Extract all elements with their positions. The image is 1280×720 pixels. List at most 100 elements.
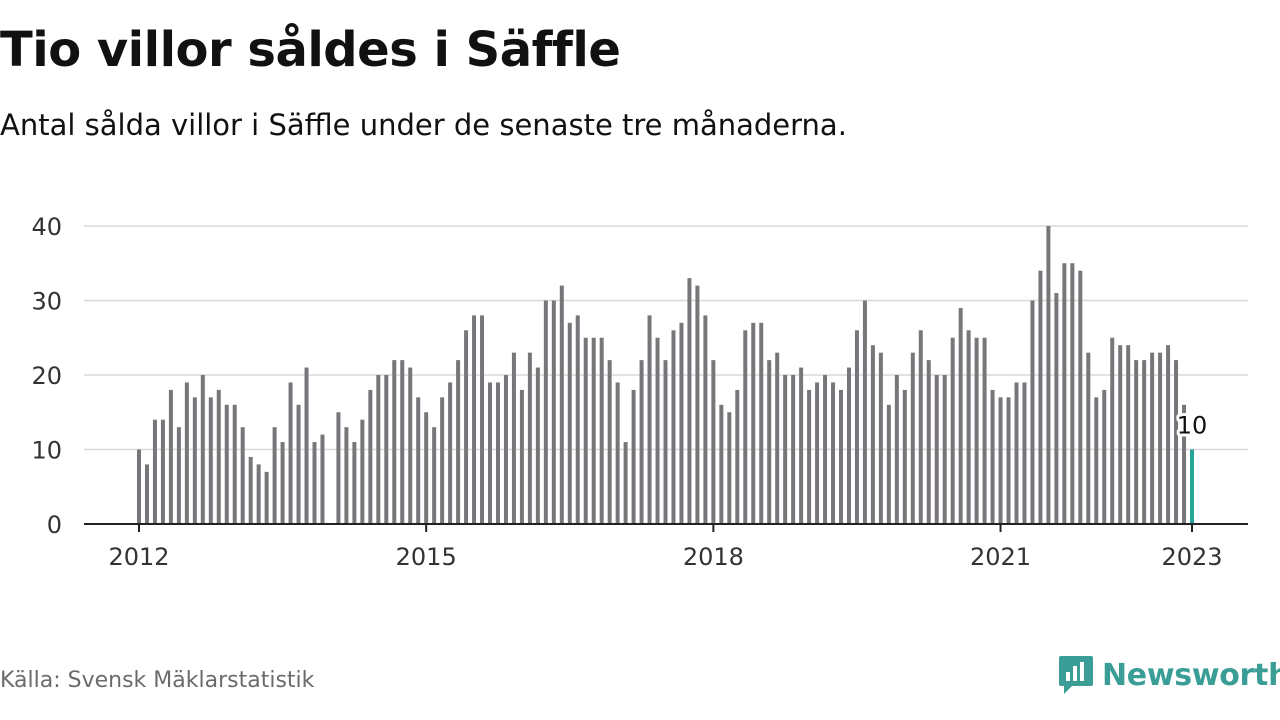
bar — [791, 375, 796, 524]
bar — [488, 382, 492, 524]
bar — [264, 471, 269, 524]
bar — [1110, 337, 1115, 524]
bar — [256, 464, 261, 524]
bar — [934, 375, 939, 524]
brand-name: Newsworthy — [1102, 657, 1280, 693]
bar — [216, 389, 221, 524]
bar — [870, 345, 875, 524]
bar — [1046, 226, 1051, 524]
bar — [240, 427, 245, 524]
bar — [846, 367, 851, 524]
highlight-value-label: 10 — [1177, 412, 1208, 440]
y-tick-label: 30 — [31, 288, 62, 316]
bar — [312, 442, 317, 524]
bar — [1054, 293, 1059, 524]
newsworthy-logo-icon — [1059, 656, 1093, 694]
bar — [1014, 382, 1019, 524]
bar — [1094, 397, 1099, 524]
bar — [495, 382, 500, 524]
x-axis — [84, 523, 1248, 532]
bar — [248, 456, 253, 524]
bar — [910, 352, 915, 524]
brand-logo[interactable]: Newsworthy — [1058, 654, 1280, 696]
bar — [160, 419, 165, 524]
bar — [990, 389, 995, 524]
bar — [958, 307, 963, 524]
bar — [543, 300, 548, 524]
bar — [639, 360, 644, 524]
bar — [384, 375, 389, 524]
bar — [1102, 389, 1107, 524]
bar-chart: 0 10 20 30 40 2012 2015 2018 2021 2023 10 — [31, 213, 1248, 571]
bar — [695, 285, 700, 524]
bar — [950, 337, 955, 524]
bar — [807, 389, 812, 524]
bar — [280, 442, 285, 524]
x-tick-label: 2015 — [396, 543, 457, 571]
bars — [137, 226, 1194, 524]
bar — [456, 360, 461, 524]
bar — [519, 389, 524, 524]
bar — [1070, 263, 1075, 524]
bar — [464, 330, 469, 524]
bar — [432, 427, 437, 524]
bar — [775, 352, 780, 524]
bar — [711, 360, 716, 524]
bar — [376, 375, 381, 524]
bar — [1022, 382, 1027, 524]
bar — [631, 389, 636, 524]
bar — [831, 382, 836, 524]
x-tick-label: 2018 — [683, 543, 744, 571]
y-tick-label: 0 — [47, 511, 62, 539]
bar — [942, 375, 947, 524]
bar — [974, 337, 979, 524]
bar — [743, 330, 748, 524]
bar — [647, 315, 652, 524]
bar — [759, 322, 764, 524]
x-tick-label: 2021 — [970, 543, 1031, 571]
bar — [336, 412, 341, 524]
bar — [200, 375, 205, 524]
bar — [152, 419, 157, 524]
bar — [1126, 345, 1131, 524]
bar — [982, 337, 987, 524]
bar — [416, 397, 421, 524]
bar — [480, 315, 485, 524]
bar — [1038, 270, 1043, 524]
bar — [575, 315, 580, 524]
y-tick-label: 40 — [31, 213, 62, 241]
bar — [559, 285, 564, 524]
bar — [783, 375, 788, 524]
bar — [878, 352, 883, 524]
bar — [854, 330, 859, 524]
bar — [839, 389, 843, 524]
bar — [1142, 360, 1147, 524]
annotations: 10 — [1174, 409, 1211, 443]
bar — [144, 464, 149, 524]
bar — [304, 367, 309, 524]
bar — [400, 360, 405, 524]
bar — [1150, 352, 1155, 524]
bar — [671, 330, 676, 524]
bar — [1174, 360, 1179, 524]
bar — [511, 352, 516, 524]
bar — [862, 300, 867, 524]
bar — [424, 412, 429, 524]
bar — [551, 300, 556, 524]
bar — [360, 419, 365, 524]
bar — [535, 367, 540, 524]
bar — [184, 382, 189, 524]
bar — [607, 360, 612, 524]
bar — [352, 442, 357, 524]
bar — [368, 389, 373, 524]
y-tick-label: 10 — [31, 437, 62, 465]
bar — [192, 397, 197, 524]
bar — [168, 389, 173, 524]
bar — [583, 337, 588, 524]
bar — [408, 367, 413, 524]
bar — [567, 322, 572, 524]
bar — [615, 382, 620, 524]
highlight-bar — [1190, 449, 1194, 524]
bar — [232, 404, 237, 524]
chart-title: Tio villor såldes i Säffle — [0, 22, 621, 78]
